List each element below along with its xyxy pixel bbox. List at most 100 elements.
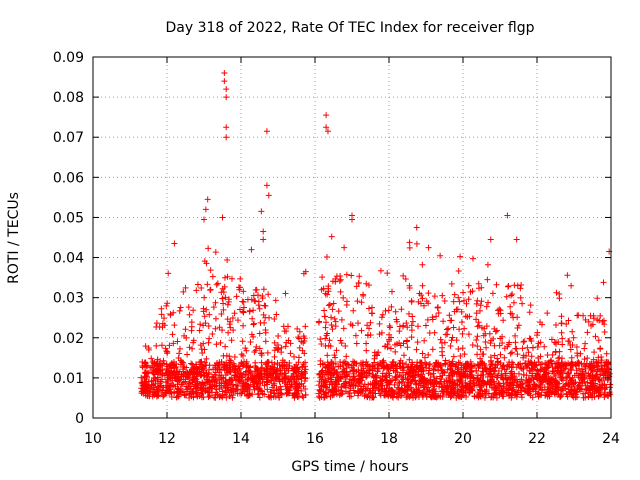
data-point (565, 317, 572, 324)
data-point (182, 326, 189, 333)
data-point (272, 393, 279, 400)
data-point (565, 338, 572, 345)
data-point (473, 392, 480, 399)
data-point (494, 361, 501, 368)
data-point (354, 298, 361, 305)
data-point (138, 379, 145, 386)
data-point (169, 361, 176, 368)
data-point (159, 342, 166, 349)
data-point (530, 386, 537, 393)
data-point (274, 365, 281, 372)
data-point (260, 236, 267, 243)
y-tick-label: 0.07 (53, 130, 84, 146)
data-point (277, 383, 284, 390)
data-point (264, 349, 271, 356)
data-point (155, 392, 162, 399)
data-point (510, 299, 517, 306)
data-point (223, 86, 230, 93)
data-point (584, 329, 591, 336)
data-point (459, 330, 466, 337)
data-point (322, 324, 329, 331)
data-point (499, 374, 506, 381)
data-point (431, 329, 438, 336)
data-point (465, 296, 472, 303)
data-point (461, 351, 468, 358)
data-point (295, 393, 302, 400)
data-point (503, 293, 510, 300)
data-point (164, 372, 171, 379)
data-point (597, 371, 604, 378)
data-point (246, 307, 253, 314)
data-point (328, 322, 335, 329)
data-point (194, 281, 201, 288)
data-point (413, 240, 420, 247)
data-point (185, 304, 192, 311)
data-point (188, 368, 195, 375)
data-point (268, 372, 275, 379)
data-point (264, 386, 271, 393)
data-point (549, 351, 556, 358)
data-point (446, 372, 453, 379)
data-point (321, 313, 328, 320)
data-point (203, 306, 210, 313)
data-point (460, 384, 467, 391)
data-point (512, 345, 519, 352)
data-point (493, 327, 500, 334)
data-point (456, 326, 463, 333)
data-point (478, 384, 485, 391)
data-point (558, 320, 565, 327)
data-point (591, 349, 598, 356)
data-point (193, 287, 200, 294)
data-point (480, 351, 487, 358)
data-point (271, 353, 278, 360)
data-point (420, 391, 427, 398)
data-point (387, 345, 394, 352)
data-point (157, 371, 164, 378)
data-point (160, 357, 167, 364)
data-point (323, 254, 330, 261)
data-point (541, 343, 548, 350)
data-point (390, 367, 397, 374)
data-point (192, 385, 199, 392)
data-point (419, 295, 426, 302)
data-point (198, 394, 205, 401)
data-point (142, 369, 149, 376)
data-point (193, 368, 200, 375)
data-point (166, 342, 173, 349)
data-point (421, 384, 428, 391)
data-point (581, 345, 588, 352)
data-point (211, 382, 218, 389)
data-point (226, 393, 233, 400)
data-point (497, 383, 504, 390)
data-point (149, 393, 156, 400)
data-point (335, 308, 342, 315)
data-point (398, 378, 405, 385)
data-point (535, 371, 542, 378)
data-point (250, 321, 257, 328)
data-point (400, 367, 407, 374)
data-point (477, 387, 484, 394)
data-point (556, 290, 563, 297)
data-point (466, 313, 473, 320)
data-point (575, 382, 582, 389)
data-point (321, 379, 328, 386)
data-point (300, 383, 307, 390)
data-point (227, 318, 234, 325)
data-point (257, 319, 264, 326)
data-point (330, 300, 337, 307)
data-point (234, 317, 241, 324)
data-point (218, 310, 225, 317)
data-point (224, 384, 231, 391)
data-point (202, 320, 209, 327)
plot-frame (92, 56, 612, 419)
data-point (425, 290, 432, 297)
data-point (434, 304, 441, 311)
data-point (174, 377, 181, 384)
data-point (505, 385, 512, 392)
data-point (329, 306, 336, 313)
data-point (592, 333, 599, 340)
data-point (266, 314, 273, 321)
data-point (208, 389, 215, 396)
data-point (598, 359, 605, 366)
data-point (456, 298, 463, 305)
